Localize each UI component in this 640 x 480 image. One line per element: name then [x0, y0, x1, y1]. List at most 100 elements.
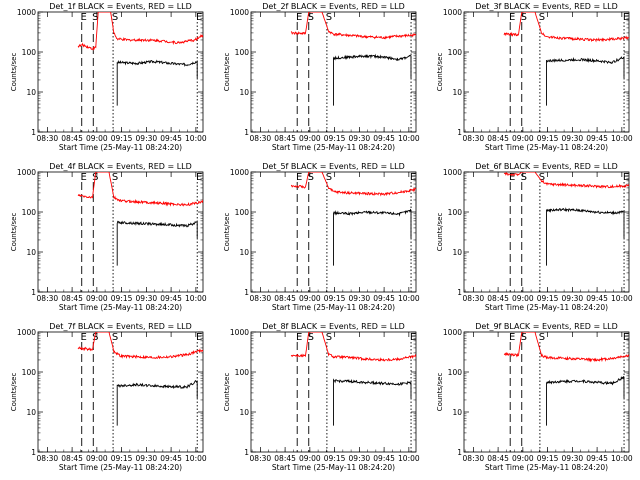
y-tick-label: 100 [235, 208, 250, 217]
panel-grid: Det_1f BLACK = Events, RED = LLD11010010… [10, 2, 633, 472]
x-tick-label: 08:30 [250, 294, 272, 303]
plot-frame [463, 11, 630, 133]
plot-frame [250, 11, 417, 133]
marker-label: S [326, 12, 332, 23]
y-axis-label: Counts/sec [223, 53, 231, 92]
marker-label: E [410, 332, 416, 343]
marker-label: E [509, 12, 515, 23]
series-line-events [333, 53, 412, 106]
series-group [77, 172, 203, 266]
y-tick-label: 100 [448, 48, 463, 57]
x-tick-label: 08:45 [274, 294, 296, 303]
x-tick-label: 09:00 [86, 294, 108, 303]
panel-title: Det_5f BLACK = Events, RED = LLD [262, 162, 405, 171]
x-tick-label: 08:45 [61, 454, 83, 463]
series-line-events [116, 220, 198, 266]
x-tick-label: 09:45 [160, 134, 182, 143]
marker-label: E [410, 12, 416, 23]
y-tick-label: 1 [244, 448, 249, 457]
x-tick-label: 09:00 [299, 294, 321, 303]
plot-frame [37, 171, 204, 293]
x-tick-label: 09:30 [136, 454, 158, 463]
x-tick-label: 09:30 [349, 134, 371, 143]
marker-label: E [196, 12, 202, 23]
x-tick-label: 10:00 [398, 134, 420, 143]
marker-label: S [308, 172, 314, 183]
series-group [290, 332, 416, 426]
x-tick-label: 08:30 [250, 454, 272, 463]
x-axis-label: Start Time (25-May-11 08:24:20) [59, 463, 182, 472]
series-line-lld [290, 332, 416, 362]
x-axis-label: Start Time (25-May-11 08:24:20) [485, 143, 608, 152]
y-tick-label: 10 [452, 248, 462, 257]
y-tick-label: 1000 [230, 328, 249, 337]
x-tick-label: 09:30 [349, 454, 371, 463]
panel-title: Det_1f BLACK = Events, RED = LLD [49, 2, 192, 11]
x-tick-label: 09:15 [537, 134, 559, 143]
x-tick-label: 09:00 [512, 134, 534, 143]
series-group [77, 12, 203, 106]
x-tick-label: 10:00 [185, 134, 207, 143]
y-tick-label: 1 [457, 128, 462, 137]
x-tick-label: 09:15 [111, 294, 133, 303]
marker-label: E [196, 172, 202, 183]
panel-title: Det_8f BLACK = Events, RED = LLD [262, 322, 405, 331]
marker-label: S [326, 172, 332, 183]
series-line-lld [503, 172, 629, 190]
x-tick-label: 09:00 [299, 134, 321, 143]
x-axis-label: Start Time (25-May-11 08:24:20) [485, 303, 608, 312]
x-tick-label: 09:15 [324, 134, 346, 143]
y-axis-label: Counts/sec [10, 53, 18, 92]
y-tick-label: 100 [22, 208, 37, 217]
panel-title: Det_4f BLACK = Events, RED = LLD [49, 162, 192, 171]
y-axis-label: Counts/sec [10, 373, 18, 412]
x-tick-label: 09:15 [324, 294, 346, 303]
plot-frame [37, 11, 204, 133]
panel-det-4: Det_4f BLACK = Events, RED = LLD 1 10 100 10… [10, 162, 207, 312]
y-axis-label: Counts/sec [223, 373, 231, 412]
x-tick-label: 09:30 [562, 294, 584, 303]
marker-label: E [296, 172, 302, 183]
panel-det-3: Det_3f BLACK = Events, RED = LLD 1 10 100 10… [436, 2, 633, 152]
series-line-lld [503, 12, 629, 43]
y-tick-label: 10 [26, 248, 36, 257]
marker-label: E [81, 12, 87, 23]
marker-label: E [196, 332, 202, 343]
x-tick-label: 09:00 [512, 294, 534, 303]
marker-label: E [81, 172, 87, 183]
y-tick-label: 10 [239, 88, 249, 97]
marker-label: E [623, 12, 629, 23]
marker-label: S [539, 172, 545, 183]
x-tick-label: 09:45 [586, 134, 608, 143]
panel-det-1: Det_1f BLACK = Events, RED = LLD 1 10 100 10… [10, 2, 207, 152]
x-tick-label: 09:45 [373, 454, 395, 463]
marker-label: S [521, 12, 527, 23]
marker-label: E [509, 172, 515, 183]
marker-label: S [308, 332, 314, 343]
y-tick-label: 100 [448, 368, 463, 377]
y-tick-label: 10 [452, 88, 462, 97]
x-tick-label: 09:30 [349, 294, 371, 303]
x-tick-label: 10:00 [398, 294, 420, 303]
series-group [290, 172, 416, 266]
y-tick-label: 10 [26, 408, 36, 417]
y-tick-label: 10 [239, 408, 249, 417]
x-tick-label: 10:00 [611, 134, 633, 143]
x-tick-label: 10:00 [398, 454, 420, 463]
series-group [503, 172, 629, 266]
panel-title: Det_2f BLACK = Events, RED = LLD [262, 2, 405, 11]
series-line-events [116, 380, 198, 426]
y-tick-label: 1 [244, 128, 249, 137]
series-line-lld [77, 172, 203, 207]
y-tick-label: 1 [457, 288, 462, 297]
x-tick-label: 08:30 [37, 454, 59, 463]
y-axis-label: Counts/sec [436, 373, 444, 412]
y-axis-label: Counts/sec [436, 213, 444, 252]
y-tick-label: 1 [31, 448, 36, 457]
series-line-lld [503, 332, 629, 363]
series-line-lld [77, 332, 203, 360]
x-tick-label: 08:45 [274, 454, 296, 463]
marker-label: S [112, 12, 118, 23]
x-tick-label: 08:45 [61, 294, 83, 303]
